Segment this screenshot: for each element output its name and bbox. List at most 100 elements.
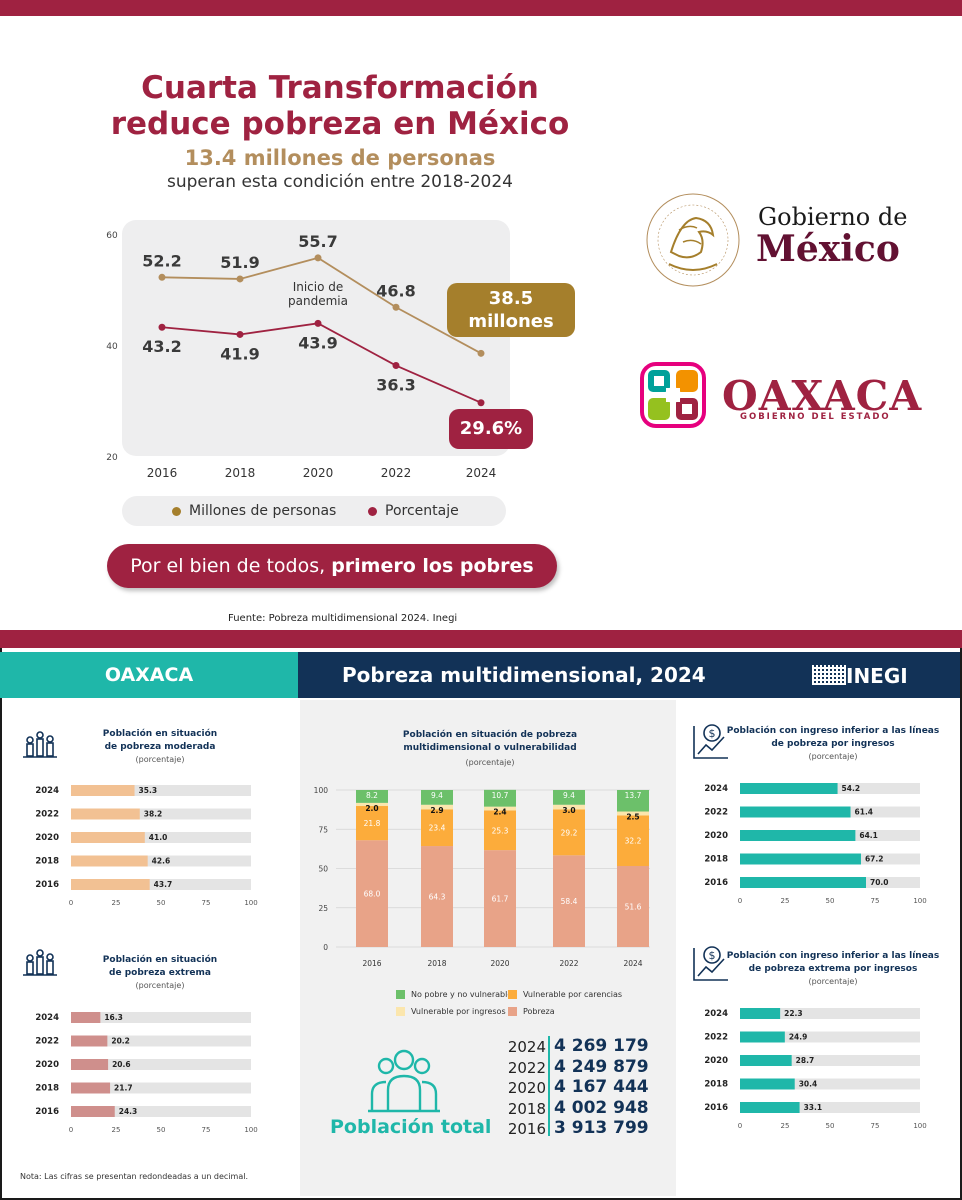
- population-year: 2018: [507, 1099, 546, 1118]
- stack-segment-0: [421, 846, 453, 947]
- x-tick-label: 0: [738, 897, 742, 905]
- bar-value-label: 33.1: [804, 1103, 823, 1112]
- bar-category-label: 2018: [35, 1084, 59, 1094]
- x-tick-label: 2016: [147, 466, 178, 480]
- bar-moderada: [71, 785, 135, 796]
- bar-value-label: 64.1: [859, 831, 878, 840]
- stack-value-label: 2.5: [626, 813, 639, 822]
- line-chart-legend: Millones de personas Porcentaje: [122, 496, 506, 526]
- population-year: 2022: [507, 1058, 546, 1077]
- stack-value-label: 23.4: [429, 824, 446, 833]
- page-title: Cuarta Transformación reduce pobreza en …: [100, 70, 580, 142]
- stack-segment-3: [617, 790, 649, 812]
- stack-segment-1: [617, 815, 649, 866]
- bar-moderada: [71, 879, 150, 890]
- data-label: 46.8: [376, 281, 415, 300]
- extrema-unit: (porcentaje): [135, 981, 185, 990]
- bar-value-label: 54.2: [842, 784, 861, 793]
- bar-track: [740, 1008, 920, 1019]
- x-tick-label: 50: [157, 1126, 166, 1134]
- bar-category-label: 2024: [35, 1013, 59, 1023]
- footnote: Nota: Las cifras se presentan redondeada…: [20, 1172, 249, 1181]
- infographic-title: Pobreza multidimensional, 2024: [298, 652, 960, 698]
- x-tick-label: 0: [69, 1126, 73, 1134]
- bar-ingreso: [740, 806, 851, 818]
- x-tick-label: 0: [69, 899, 73, 907]
- stack-segment-0: [484, 850, 516, 947]
- bar-category-label: 2018: [704, 855, 728, 865]
- oaxaca-header: OAXACA: [0, 652, 298, 698]
- bar-value-label: 42.6: [152, 857, 171, 866]
- stack-value-label: 32.2: [625, 837, 642, 846]
- stack-segment-1: [553, 809, 585, 856]
- data-label: 36.3: [376, 376, 415, 395]
- bar-ingreso-ext: [740, 1055, 792, 1066]
- stack-value-label: 58.4: [561, 897, 578, 906]
- legend-percent: Porcentaje: [368, 503, 459, 519]
- stack-segment-3: [356, 790, 388, 803]
- svg-text:$: $: [709, 727, 716, 740]
- population-year: 2024: [507, 1038, 546, 1056]
- data-label: 43.2: [142, 337, 181, 356]
- stack-segment-1: [356, 806, 388, 841]
- moderada-title: Población en situación de pobreza moderad…: [102, 729, 218, 752]
- data-label: 51.9: [220, 253, 259, 272]
- bar-ingreso-ext: [740, 1102, 800, 1113]
- bar-category-label: 2020: [704, 1056, 728, 1066]
- bar-track: [740, 1031, 920, 1043]
- bar-category-label: 2022: [704, 1033, 728, 1043]
- stack-value-label: 13.7: [625, 791, 642, 800]
- bar-category-label: 2020: [35, 833, 59, 843]
- x-tick-label: 75: [202, 899, 211, 907]
- bar-value-label: 24.3: [119, 1107, 138, 1116]
- bar-track: [71, 879, 251, 890]
- bar-track: [740, 1102, 920, 1113]
- x-tick-label: 2016: [362, 959, 381, 968]
- bar-ingreso: [740, 853, 861, 865]
- mexico-seal-logo: [646, 193, 740, 287]
- source-note: Fuente: Pobreza multidimensional 2024. I…: [228, 613, 458, 624]
- stack-value-label: 2.4: [493, 808, 506, 817]
- population-value: 4 249 879: [554, 1056, 649, 1077]
- stack-segment-0: [356, 840, 388, 947]
- stack-segment-1: [421, 809, 453, 847]
- stack-value-label: 3.0: [562, 806, 575, 815]
- bar-value-label: 41.0: [149, 833, 168, 842]
- bar-value-label: 20.6: [112, 1060, 131, 1069]
- population-title: Población total: [330, 1116, 492, 1138]
- bar-track: [71, 808, 251, 820]
- stack-value-label: 2.0: [365, 804, 378, 813]
- data-label: 52.2: [142, 251, 181, 270]
- bar-category-label: 2024: [35, 786, 59, 796]
- ingreso-title: Población con ingreso inferior a las lín…: [726, 726, 940, 749]
- annotation-line-1: Inicio de: [293, 280, 344, 294]
- stack-segment-0: [617, 865, 649, 947]
- population-value: 4 167 444: [554, 1077, 649, 1097]
- bar-moderada: [71, 832, 145, 843]
- top-bar: [0, 0, 962, 16]
- x-tick-label: 25: [112, 899, 121, 907]
- stack-value-label: 21.8: [364, 819, 381, 828]
- series-point-0: [236, 275, 244, 283]
- x-tick-label: 100: [244, 899, 257, 907]
- annotation-line-2: pandemia: [288, 294, 348, 308]
- y-tick-label: 60: [106, 231, 118, 241]
- y-tick-label: 25: [318, 904, 328, 913]
- stack-value-label: 64.3: [429, 893, 446, 902]
- x-tick-label: 2024: [623, 959, 642, 968]
- legend-no-pobre: No pobre y no vulnerable: [396, 990, 512, 999]
- legend-percent-marker: [368, 506, 377, 516]
- title-line-2: reduce pobreza en México: [110, 106, 570, 142]
- bar-track: [71, 832, 251, 843]
- millions-highlight-tag: 38.5 millones: [447, 283, 575, 337]
- x-tick-label: 0: [738, 1122, 742, 1130]
- bar-ingreso: [740, 877, 866, 888]
- x-tick-label: 100: [913, 897, 926, 905]
- bar-value-label: 30.4: [799, 1080, 818, 1089]
- bar-ingreso-ext: [740, 1008, 781, 1019]
- bar-category-label: 2024: [704, 1009, 728, 1019]
- bar-value-label: 70.0: [870, 878, 889, 887]
- bar-category-label: 2016: [35, 1107, 59, 1117]
- slogan-banner: Por el bien de todos, primero los pobres: [107, 544, 557, 588]
